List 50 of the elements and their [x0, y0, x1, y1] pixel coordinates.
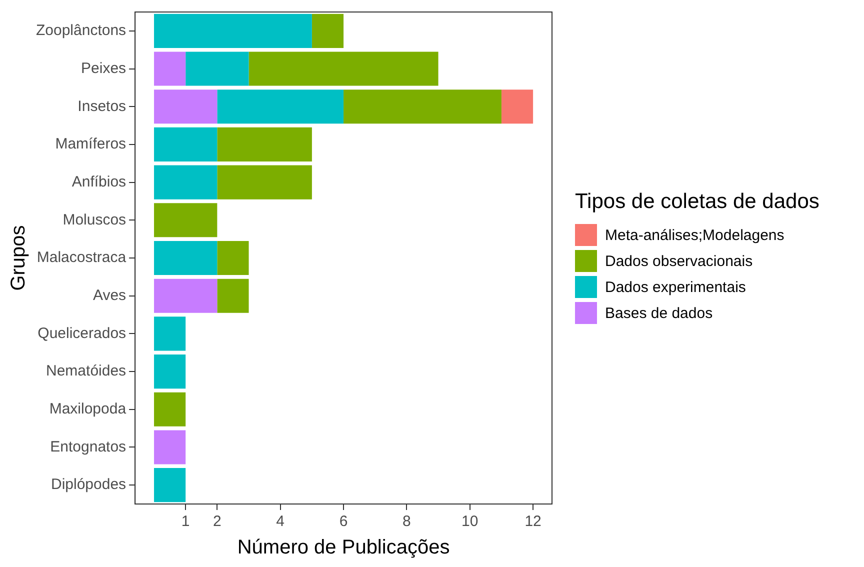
y-tick-label: Insetos — [78, 98, 126, 115]
y-tick-label: Entognatos — [50, 438, 126, 456]
bar — [217, 165, 312, 200]
y-tick-label: Quelicerados — [38, 324, 126, 342]
x-tick-label: 2 — [213, 513, 222, 530]
bar — [501, 90, 534, 124]
bar — [154, 392, 186, 426]
y-tick-label: Moluscos — [62, 211, 126, 228]
x-axis-title: Número de Publicações — [237, 536, 450, 559]
bar — [217, 90, 344, 124]
bar — [217, 278, 249, 313]
legend-label: Bases de dados — [605, 304, 713, 322]
bar — [154, 316, 186, 351]
bar — [217, 127, 312, 162]
bar — [344, 90, 502, 124]
bar — [154, 165, 218, 200]
y-tick-label: Mamíferos — [55, 136, 126, 153]
bar — [154, 468, 186, 502]
bar — [154, 240, 218, 276]
x-tick-label: 4 — [276, 513, 285, 530]
bar — [154, 203, 218, 238]
x-tick-label: 6 — [339, 513, 348, 530]
y-tick-label: Peixes — [81, 60, 126, 77]
bar — [248, 52, 438, 86]
y-tick-label: Malacostraca — [36, 249, 127, 266]
x-tick-label: 12 — [524, 513, 542, 530]
legend-label: Dados experimentais — [605, 278, 746, 296]
y-tick-label: Zooplânctons — [36, 22, 126, 40]
bar — [154, 430, 186, 464]
y-tick-label: Aves — [92, 286, 126, 304]
y-axis-title: Grupos — [8, 225, 30, 291]
y-tick-label: Maxilopoda — [49, 400, 127, 418]
legend-label: Meta-análises;Modelagens — [605, 226, 784, 244]
y-tick-label: Anfíbios — [72, 173, 126, 190]
x-tick-label: 1 — [181, 513, 190, 530]
bar — [154, 52, 186, 86]
y-tick-label: Nematóides — [46, 362, 126, 380]
y-tick-label: Diplópodes — [50, 476, 126, 494]
bar — [154, 90, 218, 124]
x-tick-label: 8 — [402, 513, 411, 530]
bar — [154, 127, 218, 162]
bar — [186, 52, 249, 86]
bar — [154, 278, 218, 313]
legend-title: Tipos de coletas de dados — [575, 190, 820, 214]
bar — [154, 14, 312, 48]
bar — [154, 354, 186, 389]
bar — [217, 240, 249, 276]
legend-label: Dados observacionais — [605, 252, 753, 270]
x-tick-label: 10 — [462, 513, 478, 530]
bar — [312, 14, 344, 48]
